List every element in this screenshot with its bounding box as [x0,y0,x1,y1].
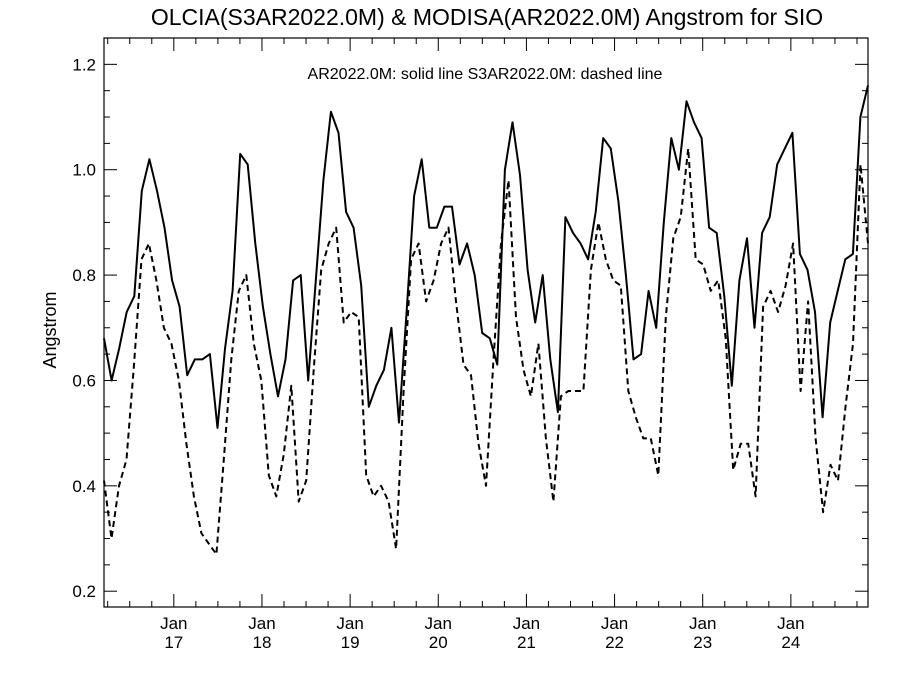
x-tick-year: 18 [253,633,272,652]
chart-title: OLCIA(S3AR2022.0M) & MODISA(AR2022.0M) A… [151,4,823,30]
x-tick-month: Jan [160,614,187,633]
x-tick-year: 17 [164,633,183,652]
y-tick-label: 1.2 [72,55,96,74]
series-line-dashed [103,147,869,556]
x-tick-year: 19 [341,633,360,652]
x-tick-year: 24 [781,633,800,652]
y-tick-label: 0.6 [72,371,96,390]
series-layer [103,85,869,556]
y-tick-label: 0.2 [72,582,96,601]
x-tick-month: Jan [425,614,452,633]
y-axis-label: Angstrom [40,291,60,368]
x-tick-month: Jan [248,614,275,633]
series-line-solid [103,85,869,429]
x-tick-year: 21 [517,633,536,652]
x-tick-year: 23 [693,633,712,652]
x-tick-month: Jan [689,614,716,633]
x-tick-month: Jan [336,614,363,633]
x-tick-year: 20 [429,633,448,652]
y-tick-label: 0.8 [72,266,96,285]
x-tick-month: Jan [601,614,628,633]
y-axis: 0.2 0.4 0.6 0.8 1.0 1.2 [72,55,868,601]
x-tick-month: Jan [777,614,804,633]
x-tick-month: Jan [513,614,540,633]
y-tick-label: 0.4 [72,477,96,496]
x-tick-year: 22 [605,633,624,652]
plot-frame [103,37,869,608]
y-tick-label: 1.0 [72,161,96,180]
chart-annotation: AR2022.0M: solid line S3AR2022.0M: dashe… [308,66,663,83]
